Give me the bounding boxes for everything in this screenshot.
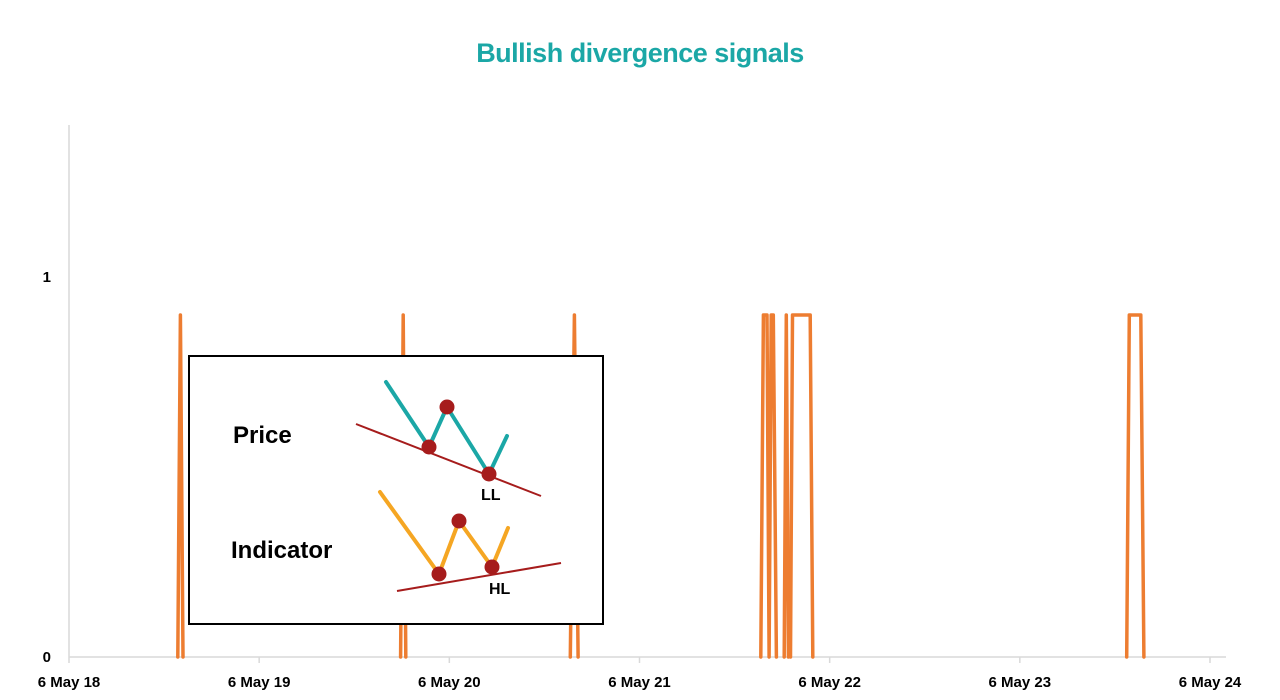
divergence-legend-inset: Price Indicator LL HL bbox=[188, 355, 604, 625]
indicator-low-point-1 bbox=[431, 566, 447, 582]
x-tick-label: 6 May 18 bbox=[38, 674, 101, 691]
signal-series-line bbox=[759, 313, 779, 659]
signal-series-line bbox=[1124, 313, 1146, 659]
y-tick-label: 1 bbox=[43, 269, 51, 286]
price-lower-low-label: LL bbox=[481, 487, 501, 504]
x-tick-label: 6 May 21 bbox=[608, 674, 671, 691]
indicator-high-point bbox=[451, 513, 467, 529]
inset-price-label: Price bbox=[233, 422, 292, 449]
x-tick-label: 6 May 20 bbox=[418, 674, 481, 691]
x-tick-label: 6 May 22 bbox=[798, 674, 861, 691]
y-tick-labels: 01 bbox=[43, 269, 51, 666]
chart-title: Bullish divergence signals bbox=[476, 38, 804, 68]
price-low-point-1 bbox=[421, 439, 437, 455]
chart-axes bbox=[68, 125, 1226, 663]
indicator-trend-line bbox=[396, 562, 562, 592]
signal-series-line bbox=[782, 313, 791, 659]
price-low-point-2 bbox=[481, 466, 497, 482]
x-tick-labels: 6 May 18 6 May 19 6 May 20 6 May 21 6 May 22… bbox=[38, 674, 1242, 691]
x-tick-label: 6 May 24 bbox=[1179, 674, 1242, 691]
x-tick-label: 6 May 23 bbox=[989, 674, 1052, 691]
inset-indicator-label: Indicator bbox=[231, 537, 332, 564]
x-tick-label: 6 May 19 bbox=[228, 674, 291, 691]
y-tick-label: 0 bbox=[43, 649, 51, 666]
indicator-higher-low-label: HL bbox=[489, 581, 511, 598]
signal-series-line bbox=[788, 313, 815, 659]
signal-series-line bbox=[176, 313, 185, 659]
price-trend-line bbox=[355, 423, 542, 497]
indicator-low-point-2 bbox=[484, 559, 500, 575]
price-high-point bbox=[439, 399, 455, 415]
